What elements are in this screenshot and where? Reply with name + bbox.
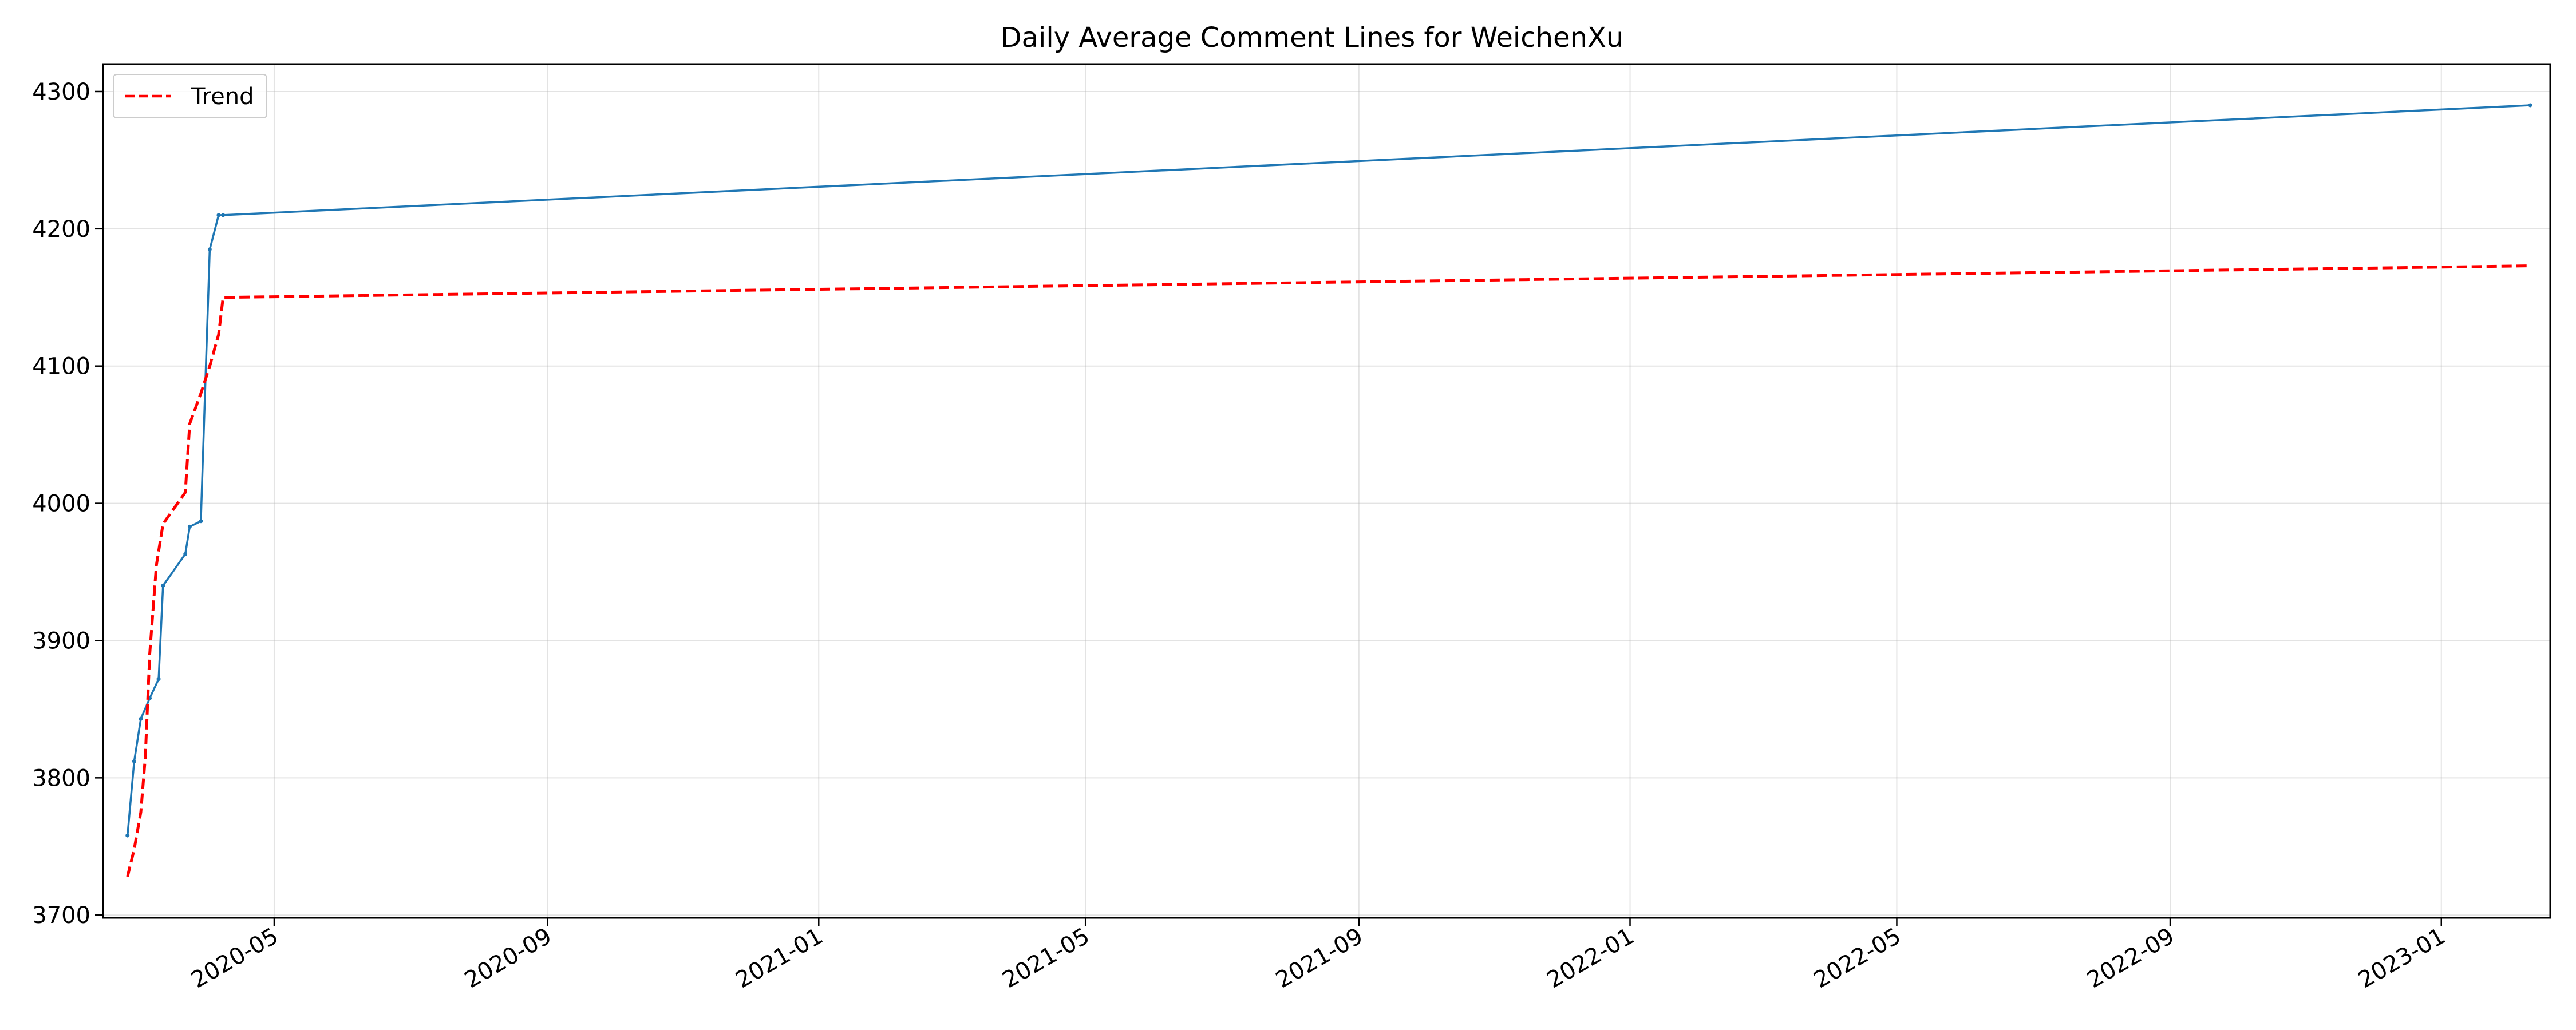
y-tick-label-6: 4300 bbox=[32, 79, 90, 105]
series-0-point-8 bbox=[199, 519, 203, 524]
series-0-point-2 bbox=[139, 716, 143, 721]
series-0-point-4 bbox=[156, 677, 161, 682]
y-tick-label-2: 3900 bbox=[32, 628, 90, 654]
trend-line bbox=[126, 264, 2531, 877]
y-tick-label-4: 4100 bbox=[32, 354, 90, 380]
series-0-point-12 bbox=[2528, 103, 2532, 108]
series-0-point-11 bbox=[221, 213, 226, 217]
y-tick-label-5: 4200 bbox=[32, 216, 90, 243]
chart-title: Daily Average Comment Lines for WeichenX… bbox=[1001, 22, 1624, 54]
plot-frame bbox=[102, 63, 2551, 919]
legend-box bbox=[113, 74, 267, 118]
series-0-point-5 bbox=[161, 584, 165, 588]
series-0-point-10 bbox=[216, 213, 221, 217]
series-0-point-1 bbox=[132, 759, 136, 764]
y-tick-label-1: 3800 bbox=[32, 765, 90, 791]
grid-lines bbox=[103, 64, 2550, 918]
y-tick-label-0: 3700 bbox=[32, 902, 90, 929]
series-layer bbox=[125, 103, 2532, 877]
series-0-point-9 bbox=[207, 247, 212, 252]
series-0-point-6 bbox=[183, 552, 188, 556]
y-tick-label-3: 4000 bbox=[32, 491, 90, 517]
legend-trend-label: Trend bbox=[191, 84, 254, 110]
legend: Trend bbox=[113, 74, 267, 118]
series-0-point-0 bbox=[125, 833, 130, 838]
series-0-point-7 bbox=[187, 524, 192, 529]
